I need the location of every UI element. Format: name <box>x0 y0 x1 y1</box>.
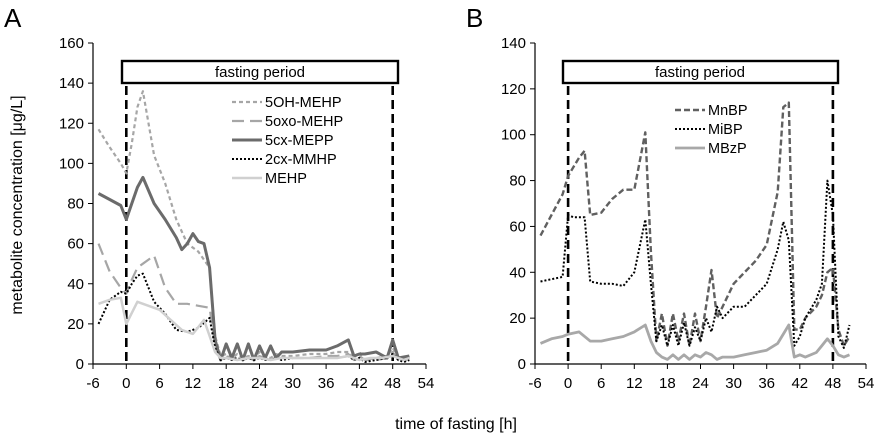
panel-a-legend-label: 5oxo-MEHP <box>265 114 343 130</box>
y-axis-title: metabolite concentration [μg/L] <box>9 95 26 314</box>
panel-a-x-tick-label: 48 <box>384 375 401 392</box>
panel-b-x-tick-label: 24 <box>692 375 709 392</box>
panel-a-fasting-banner <box>120 59 400 85</box>
panel-b-x-tick-label: 48 <box>825 375 842 392</box>
panel-a-series-mehp <box>98 296 410 362</box>
panel-a-y-tick-label: 40 <box>67 276 84 293</box>
panel-a-x-tick-label: 42 <box>351 375 368 392</box>
panel-a-series <box>97 90 410 364</box>
panel-a-x-tick-label: 0 <box>122 375 130 392</box>
panel-a-x-tick-label: 12 <box>185 375 202 392</box>
panel-b-y-tick-label: 120 <box>501 81 526 98</box>
panel-a-x-tick-label: 36 <box>318 375 335 392</box>
panel-a-letter: A <box>4 3 22 33</box>
panel-a-series-2cx-mmhp <box>97 272 410 363</box>
panel-a-y-tick-label: 120 <box>59 115 84 132</box>
panel-b-x-tick-label: 36 <box>758 375 775 392</box>
panel-b-legend-label: MnBP <box>708 103 748 119</box>
panel-b-y-tick-label: 0 <box>518 356 526 373</box>
panel-a-legend-label: 5OH-MEHP <box>265 95 342 111</box>
panel-b-y-tick-label: 20 <box>509 310 526 327</box>
panel-a-x-tick-label: 54 <box>418 375 435 392</box>
panel-b-x-tick-label: -6 <box>528 375 541 392</box>
panel-b-x-tick-label: 12 <box>626 375 643 392</box>
panel-a-legend-label: MEHP <box>265 171 307 187</box>
panel-b-series-mibp <box>540 179 851 349</box>
panel-b-series-mnbp <box>539 101 851 347</box>
panel-b-banner-label: fasting period <box>655 64 745 81</box>
panel-b-x-tick-label: 54 <box>858 375 875 392</box>
panel-a-y-tick-label: 100 <box>59 155 84 172</box>
panel-a-x-tick-label: -6 <box>86 375 99 392</box>
panel-b-series <box>539 101 851 361</box>
panel-b-x-tick-label: 6 <box>597 375 605 392</box>
panel-b-letter: B <box>466 3 483 33</box>
panel-b-x-tick-label: 30 <box>725 375 742 392</box>
panel-a-y-tick-label: 140 <box>59 75 84 92</box>
panel-a-series-5oh-mehp <box>97 90 410 362</box>
x-axis-title: time of fasting [h] <box>395 416 517 433</box>
panel-a-legend: 5OH-MEHP 5oxo-MEHP 5cx-MEPP 2cx-MMHP MEHP <box>232 95 343 187</box>
panel-a-banner-label: fasting period <box>215 64 305 81</box>
panel-a-legend-label: 2cx-MMHP <box>265 152 337 168</box>
panel-b-y-tick-label: 140 <box>501 35 526 52</box>
panel-b-legend-label: MBzP <box>708 141 747 157</box>
panel-b-series-mbzp <box>539 323 851 361</box>
panel-b-legend: MnBP MiBP MBzP <box>675 103 748 157</box>
panel-a-x-tick-label: 30 <box>284 375 301 392</box>
panel-a-x-tick-label: 24 <box>251 375 268 392</box>
panel-a-y-tick-label: 20 <box>67 316 84 333</box>
panel-a-series-5cx-mepp <box>97 175 410 362</box>
panel-a-y-tick-label: 160 <box>59 35 84 52</box>
panel-a-x-tick-label: 6 <box>155 375 163 392</box>
panel-b-y-tick-label: 80 <box>509 173 526 190</box>
panel-a-y-tick-label: 80 <box>67 196 84 213</box>
panel-a-y-tick-label: 0 <box>76 356 84 373</box>
panel-b-y-tick-label: 60 <box>509 218 526 235</box>
panel-b-x-tick-label: 0 <box>564 375 572 392</box>
panel-b-x-tick-label: 18 <box>659 375 676 392</box>
panel-a-series-5oxo-mehp <box>97 243 410 364</box>
panel-a-x-tick-label: 18 <box>218 375 235 392</box>
panel-a-legend-label: 5cx-MEPP <box>265 133 334 149</box>
panel-b-y-tick-label: 40 <box>509 264 526 281</box>
panel-b-legend-label: MiBP <box>708 122 743 138</box>
panel-b-fasting-banner <box>561 59 840 85</box>
panel-b-y-tick-label: 100 <box>501 127 526 144</box>
panel-b-x-tick-label: 42 <box>791 375 808 392</box>
panel-a-y-tick-label: 60 <box>67 236 84 253</box>
